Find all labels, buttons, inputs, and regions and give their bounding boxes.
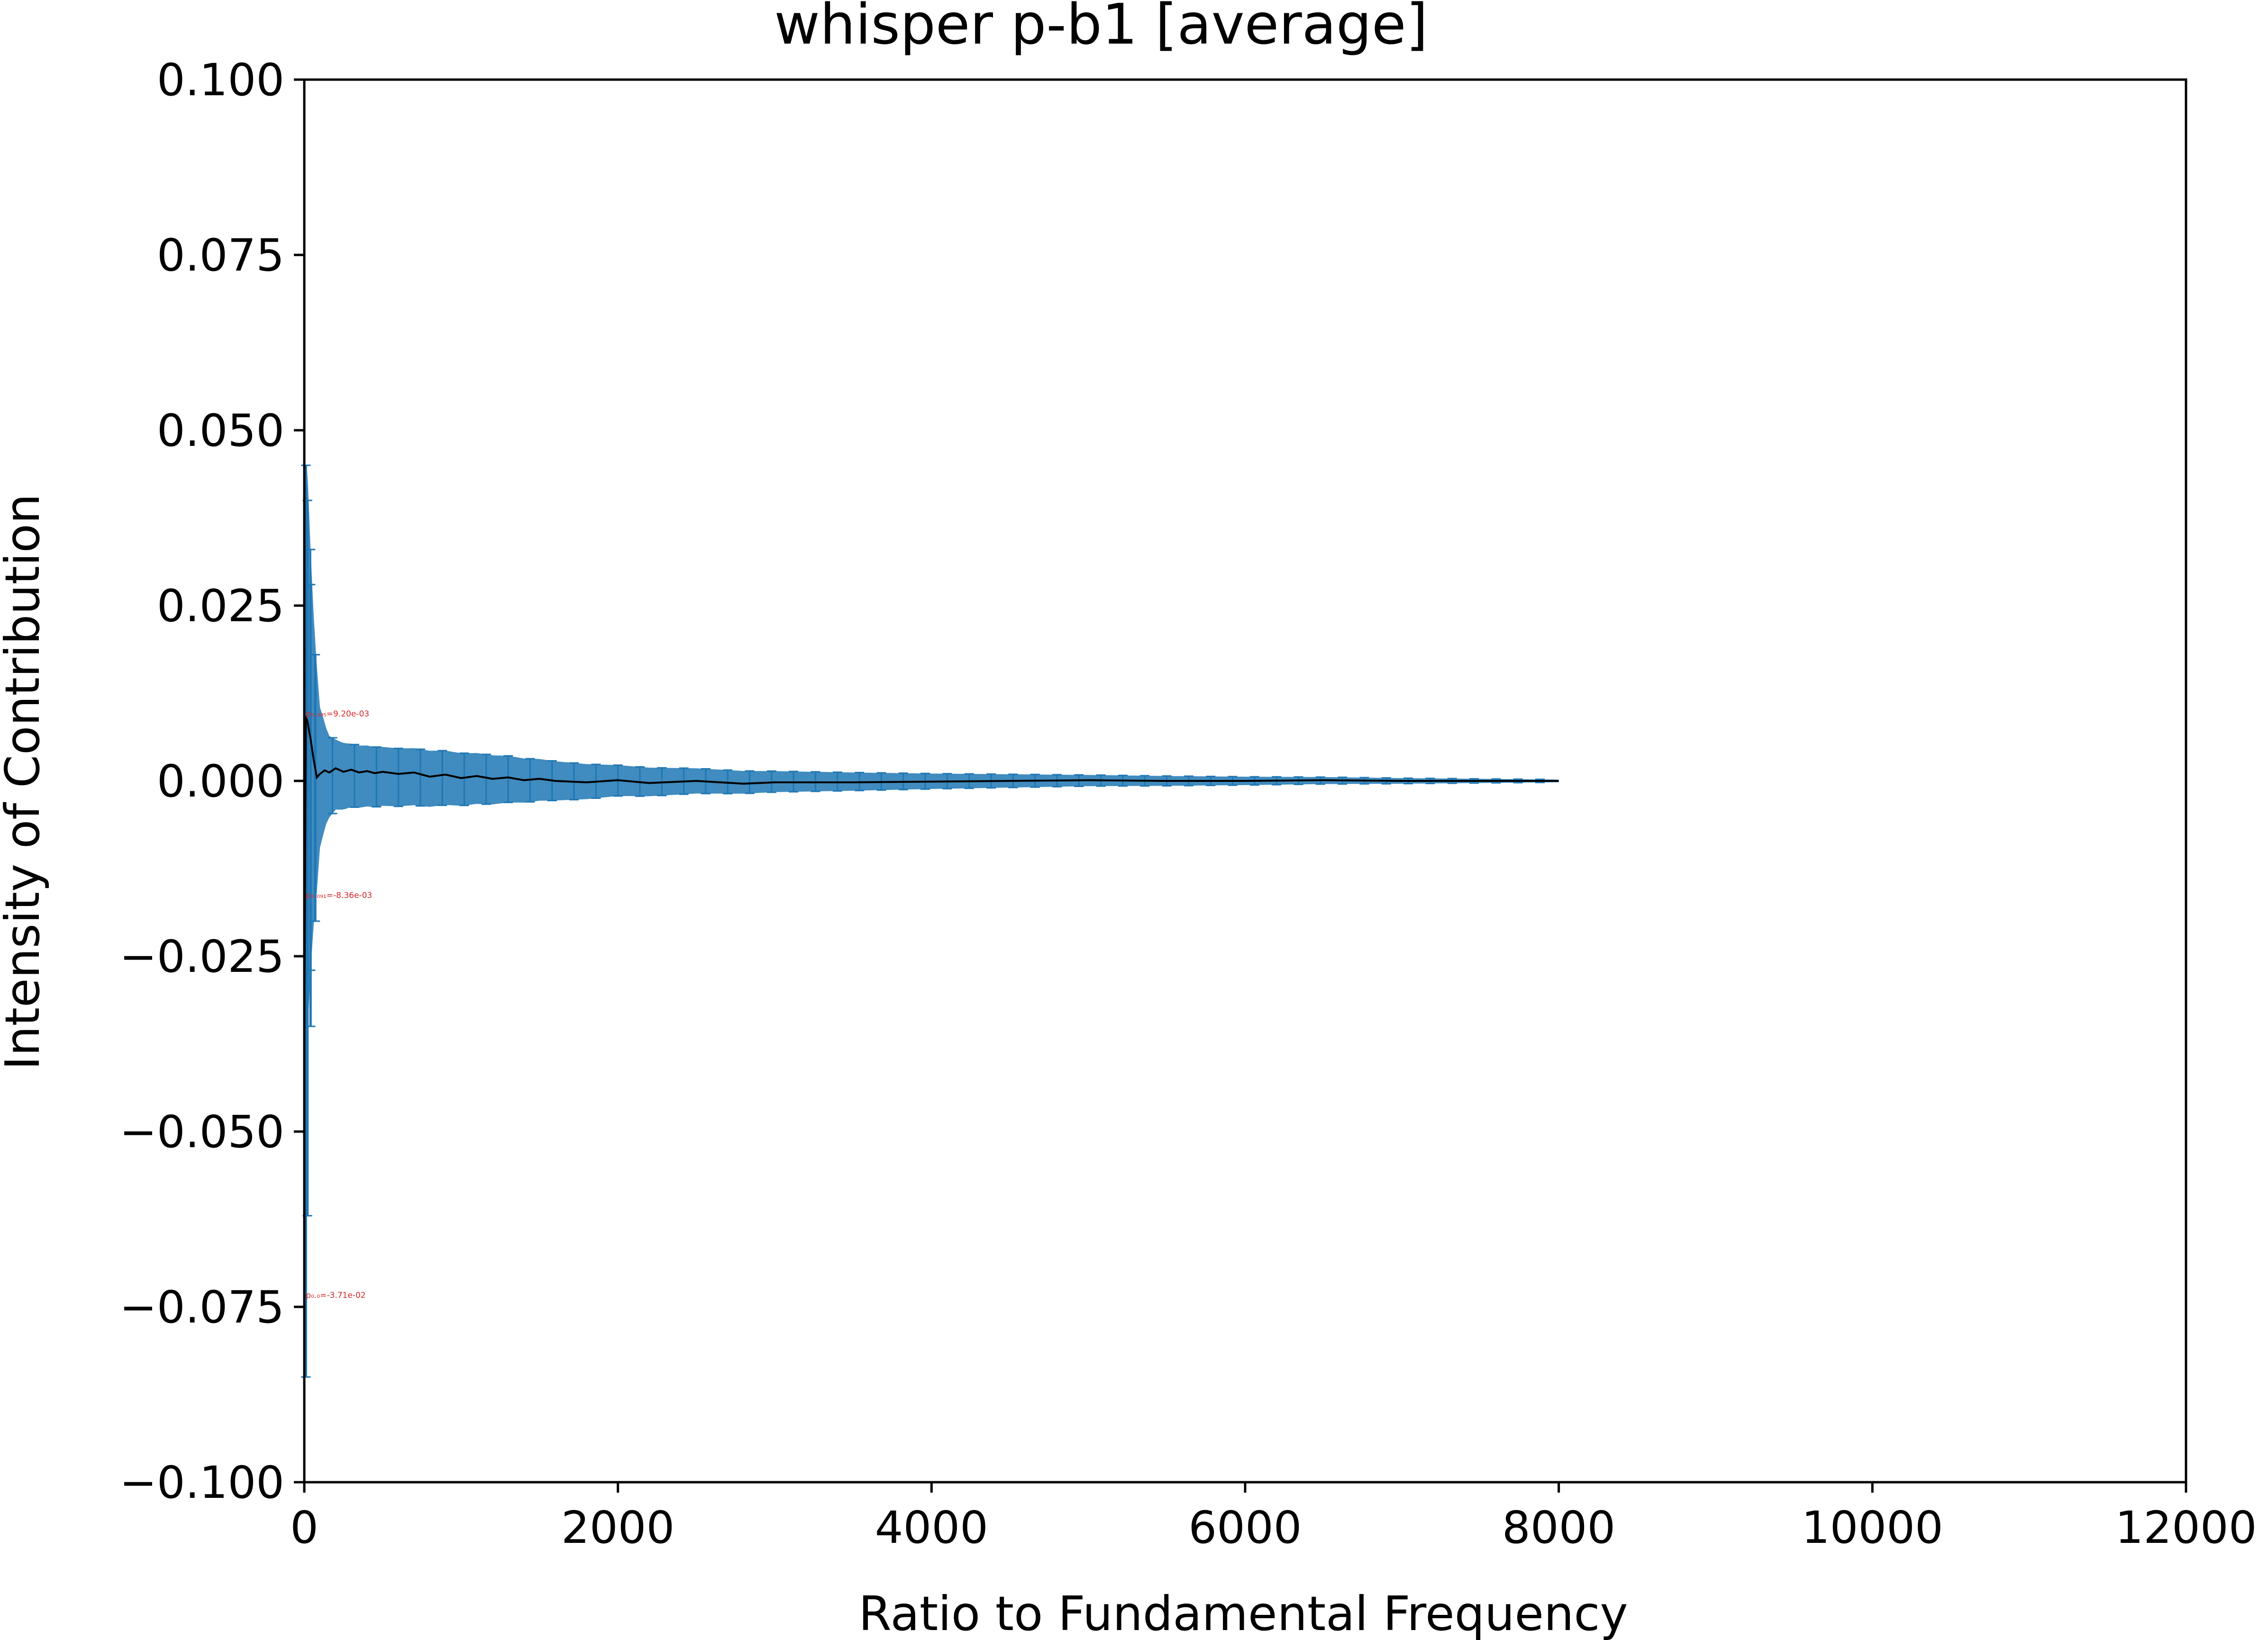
x-tick-label: 8000	[1502, 1502, 1615, 1554]
series-line-layer	[303, 716, 1559, 1042]
y-axis-title: Intensity of Contribution	[0, 494, 50, 1070]
data-annotation: p₀.₀₉₁=-8.36e-03	[306, 891, 372, 900]
x-axis-ticks: 0 2000 4000 6000 8000 10000 12000	[290, 1482, 2257, 1554]
x-tick-label: 6000	[1188, 1502, 1302, 1554]
x-tick-label: 12000	[2115, 1502, 2257, 1554]
x-tick-label: 10000	[1802, 1502, 1943, 1554]
y-tick-label: −0.025	[119, 931, 284, 983]
x-tick-label: 4000	[875, 1502, 988, 1554]
y-axis-ticks: 0.100 0.075 0.050 0.025 0.000 −0.025 −0.050 −0.…	[119, 54, 304, 1509]
y-tick-label: −0.100	[119, 1457, 284, 1509]
y-tick-label: 0.000	[157, 756, 284, 807]
y-tick-label: 0.025	[157, 580, 284, 632]
x-tick-label: 0	[290, 1502, 319, 1554]
chart-title: whisper p-b1 [average]	[774, 0, 1428, 57]
x-tick-label: 2000	[561, 1502, 674, 1554]
y-tick-label: −0.075	[119, 1282, 284, 1333]
y-tick-label: −0.050	[119, 1106, 284, 1158]
series-line	[303, 716, 1559, 1042]
y-tick-label: 0.100	[157, 54, 284, 106]
annotation-layer: p₀.₃₉₅=9.20e-03 p₀.₀₉₁=-8.36e-03 p₀.₀=-3.7…	[306, 709, 372, 1300]
data-annotation: p₀.₀=-3.71e-02	[306, 1291, 365, 1300]
x-axis-title: Ratio to Fundamental Frequency	[858, 1586, 1628, 1640]
y-tick-label: 0.050	[157, 405, 284, 457]
y-tick-label: 0.075	[157, 230, 284, 281]
error-band-layer	[301, 464, 1559, 1378]
data-annotation: p₀.₃₉₅=9.20e-03	[306, 709, 369, 719]
